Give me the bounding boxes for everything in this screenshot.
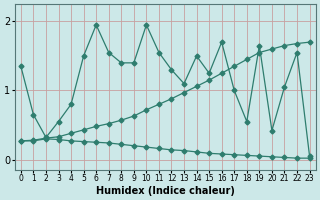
X-axis label: Humidex (Indice chaleur): Humidex (Indice chaleur) <box>96 186 235 196</box>
